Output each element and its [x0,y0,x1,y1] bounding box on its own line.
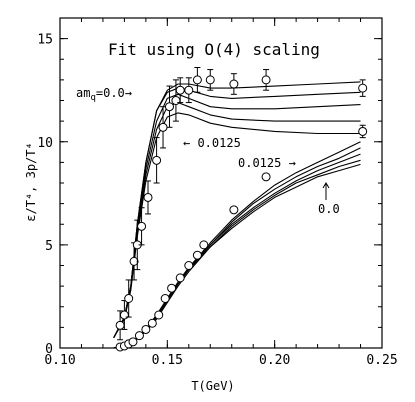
data-point [199,240,209,250]
data-point [134,331,144,341]
fit-curve [113,153,361,349]
data-point [358,126,368,136]
data-point [192,250,202,260]
data-point [115,320,125,330]
y-tick-label: 15 [37,33,53,48]
data-point [192,75,202,85]
annotation-eps-0125: ← 0.0125 [183,136,241,150]
data-point [147,318,157,328]
data-point [229,79,239,89]
data-point [358,83,368,93]
data-point [229,205,239,215]
data-point [141,324,151,334]
x-axis-label: T(GeV) [191,379,234,393]
data-point [129,256,139,266]
annotation-amq: amq=0.0→ [76,86,132,103]
data-point [184,261,194,270]
data-point [167,283,177,293]
data-point [137,221,147,231]
data-point [175,85,185,95]
annotation-p-0125: 0.0125 → [238,156,296,170]
data-point [158,122,168,132]
data-point [154,310,164,320]
data-point [205,75,215,85]
data-point [164,102,174,112]
fit-curve [113,147,361,349]
chart-title: Fit using O(4) scaling [108,40,320,59]
x-tick-label: 0.20 [259,353,290,368]
data-point [184,85,194,95]
data-point [143,192,153,202]
y-axis-label: ε/T⁴, 3p/T⁴ [24,142,38,221]
data-point [261,75,271,85]
data-point [152,155,162,165]
axis-ticks: 0.10 0.15 0.20 0.25 0 5 10 15 [37,17,398,368]
fit-curve [113,112,361,338]
data-point [171,96,181,105]
data-point [160,294,170,303]
y-tick-label: 10 [37,136,53,151]
data-point [124,294,134,303]
data-point [128,337,138,347]
data-points [115,67,368,352]
plot-frame [59,17,383,349]
annotation-p-00: 0.0 [318,202,340,216]
y-tick-label: 5 [45,239,53,254]
y-tick-label: 0 [45,342,53,357]
data-point [175,273,185,283]
x-tick-label: 0.15 [152,353,183,368]
data-point [261,172,271,182]
annotation-p-00-arrowhead [322,182,330,189]
x-tick-label: 0.25 [366,353,397,368]
x-tick-label: 0.10 [44,353,75,368]
data-point [119,310,129,320]
